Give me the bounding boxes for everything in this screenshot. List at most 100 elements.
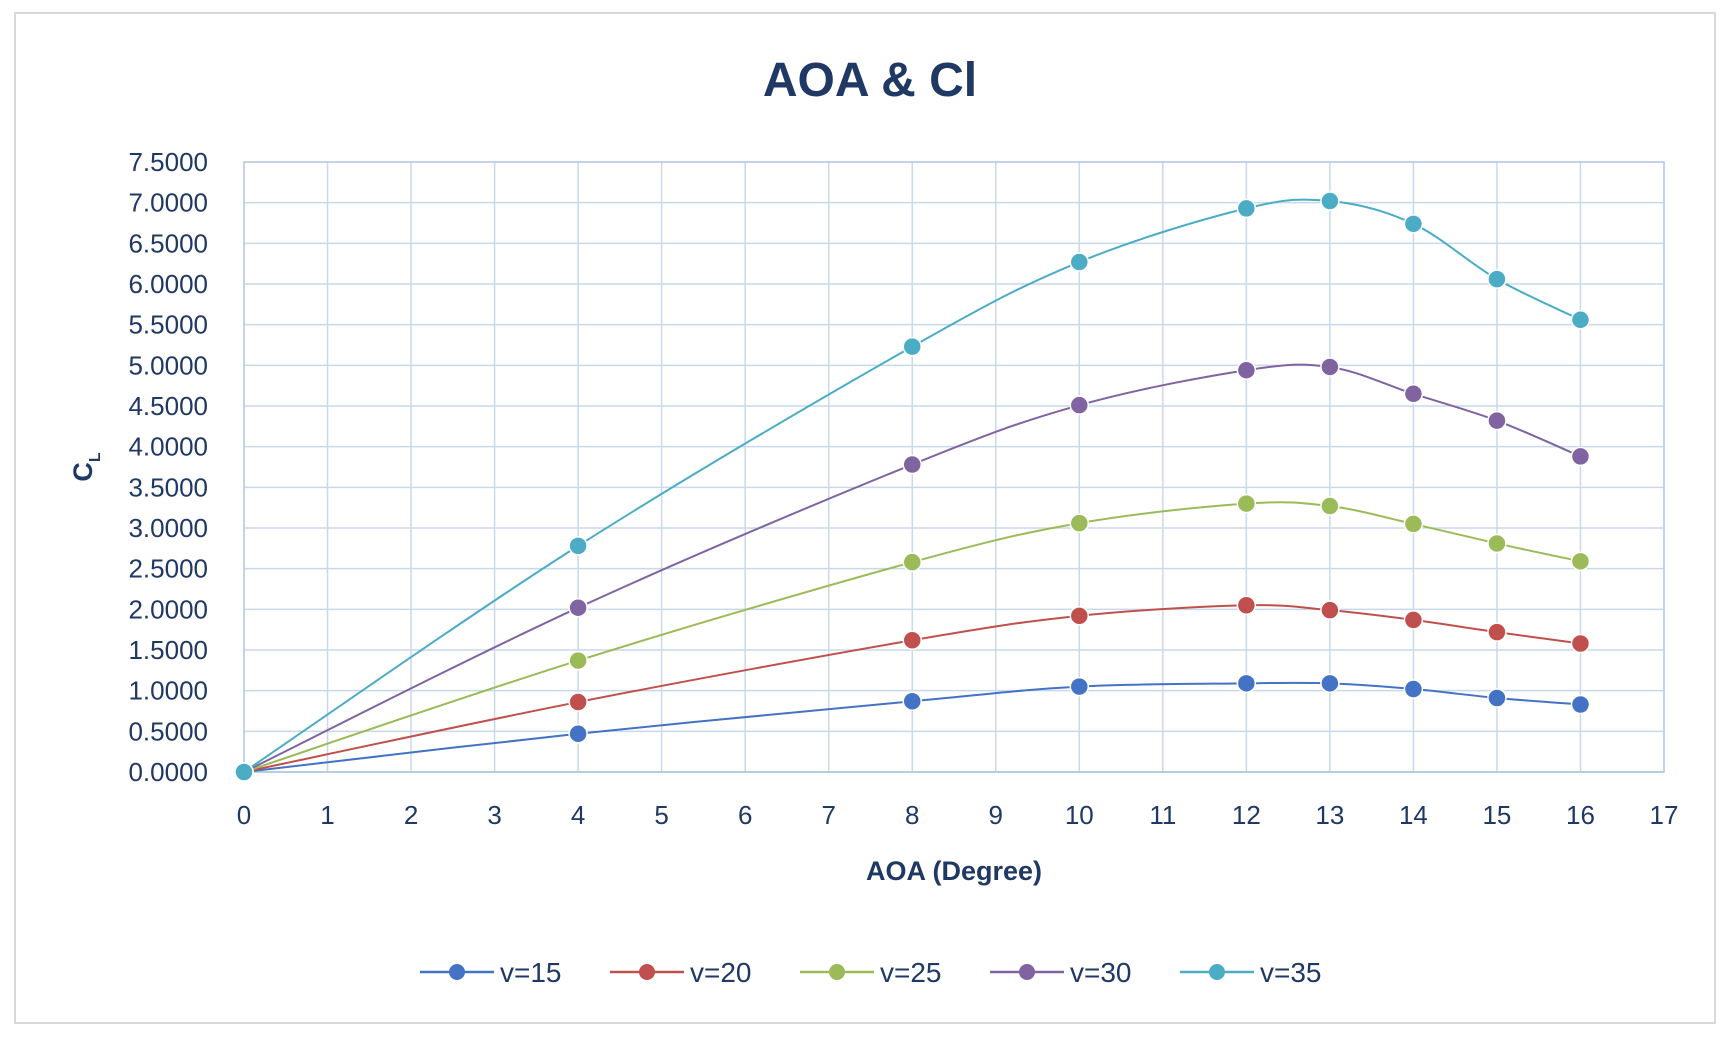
data-point xyxy=(1570,551,1591,572)
series-v=30 xyxy=(234,357,1591,782)
x-tick-label: 0 xyxy=(237,800,251,830)
data-point xyxy=(1236,360,1257,380)
data-point xyxy=(1570,310,1591,330)
data-point xyxy=(1487,622,1507,642)
legend-item-v=25: v=25 xyxy=(800,957,942,988)
data-point xyxy=(1236,595,1257,616)
y-tick-label: 2.0000 xyxy=(128,594,208,624)
data-point xyxy=(1403,610,1424,630)
data-point xyxy=(902,691,922,711)
legend-marker xyxy=(1209,964,1225,980)
legend-item-v=30: v=30 xyxy=(990,957,1132,988)
data-point xyxy=(902,630,922,650)
grid-lines xyxy=(243,161,1665,773)
plot-area xyxy=(243,161,1665,773)
data-point xyxy=(1403,384,1424,404)
data-point xyxy=(1069,252,1090,272)
data-point xyxy=(902,454,922,475)
y-axis-tick-labels: 0.0000 0.5000 1.0000 1.5000 2.0000 2.5000 3.00… xyxy=(128,147,208,787)
data-point xyxy=(1069,513,1090,533)
x-tick-label: 10 xyxy=(1065,800,1094,830)
y-tick-label: 6.0000 xyxy=(128,269,208,299)
chart-title: AOA & Cl xyxy=(763,54,977,107)
data-point xyxy=(1069,676,1090,697)
data-point xyxy=(902,336,922,357)
x-tick-label: 9 xyxy=(989,800,1003,830)
data-point xyxy=(1570,633,1591,654)
y-tick-label: 0.0000 xyxy=(128,757,208,787)
legend-label: v=15 xyxy=(500,957,562,988)
y-axis-title-subscript: L xyxy=(87,452,104,462)
y-tick-label: 5.0000 xyxy=(128,350,208,380)
data-point xyxy=(568,650,588,671)
data-point xyxy=(1236,493,1257,514)
data-point xyxy=(1487,533,1507,554)
x-tick-label: 4 xyxy=(571,800,585,830)
legend: v=15 v=20 v=25 v=30 v=35 xyxy=(420,957,1322,988)
y-tick-label: 1.5000 xyxy=(128,635,208,665)
x-tick-label: 1 xyxy=(320,800,334,830)
x-tick-label: 2 xyxy=(404,800,418,830)
y-tick-label: 3.5000 xyxy=(128,472,208,502)
legend-marker xyxy=(829,964,845,980)
x-tick-label: 5 xyxy=(654,800,668,830)
x-tick-label: 13 xyxy=(1315,800,1344,830)
data-point xyxy=(568,724,588,744)
data-point xyxy=(1320,600,1340,620)
y-axis-title: CL xyxy=(68,452,104,482)
y-tick-label: 4.5000 xyxy=(128,391,208,421)
series-lines xyxy=(234,191,1591,782)
x-tick-label: 3 xyxy=(487,800,501,830)
legend-label: v=30 xyxy=(1070,957,1132,988)
x-tick-label: 17 xyxy=(1650,800,1679,830)
x-tick-label: 12 xyxy=(1232,800,1261,830)
x-tick-label: 15 xyxy=(1482,800,1511,830)
x-tick-label: 6 xyxy=(738,800,752,830)
data-point xyxy=(568,692,588,712)
data-point xyxy=(568,536,588,556)
data-point xyxy=(1236,673,1257,694)
x-tick-label: 7 xyxy=(821,800,835,830)
legend-marker xyxy=(1019,964,1035,980)
legend-item-v=35: v=35 xyxy=(1180,957,1322,988)
y-tick-label: 2.5000 xyxy=(128,554,208,584)
legend-marker xyxy=(449,964,465,980)
y-tick-label: 0.5000 xyxy=(128,716,208,746)
legend-label: v=20 xyxy=(690,957,752,988)
data-point xyxy=(1403,679,1424,699)
data-point xyxy=(1069,395,1090,415)
y-tick-label: 7.5000 xyxy=(128,147,208,177)
legend-marker xyxy=(639,964,655,980)
data-point xyxy=(1403,214,1424,234)
series-v=20 xyxy=(234,595,1591,782)
x-axis-title: AOA (Degree) xyxy=(866,856,1042,886)
data-point xyxy=(1069,606,1090,626)
data-point xyxy=(1487,688,1507,708)
data-point xyxy=(1570,446,1591,467)
x-tick-label: 11 xyxy=(1149,800,1176,830)
x-tick-label: 14 xyxy=(1399,800,1428,830)
data-point xyxy=(1403,514,1424,534)
data-point xyxy=(234,762,254,782)
chart-frame xyxy=(14,12,1716,1024)
y-tick-label: 7.0000 xyxy=(128,188,208,218)
data-point xyxy=(1487,269,1507,289)
series-v=25 xyxy=(234,493,1591,782)
data-point xyxy=(1320,191,1340,211)
x-axis-tick-labels: 0 1 2 3 4 5 6 7 8 9 10 11 12 13 14 15 16 17 xyxy=(237,800,1679,830)
y-tick-label: 4.0000 xyxy=(128,432,208,462)
legend-item-v=15: v=15 xyxy=(420,957,562,988)
y-tick-label: 6.5000 xyxy=(128,228,208,258)
legend-label: v=35 xyxy=(1260,957,1322,988)
legend-label: v=25 xyxy=(880,957,942,988)
series-v=35 xyxy=(234,191,1591,782)
data-point xyxy=(1320,357,1340,377)
x-tick-label: 8 xyxy=(905,800,919,830)
x-tick-label: 16 xyxy=(1566,800,1595,830)
data-point xyxy=(1487,410,1507,431)
y-tick-label: 3.0000 xyxy=(128,513,208,543)
data-point xyxy=(568,597,588,618)
y-tick-label: 1.0000 xyxy=(128,676,208,706)
legend-item-v=20: v=20 xyxy=(610,957,752,988)
